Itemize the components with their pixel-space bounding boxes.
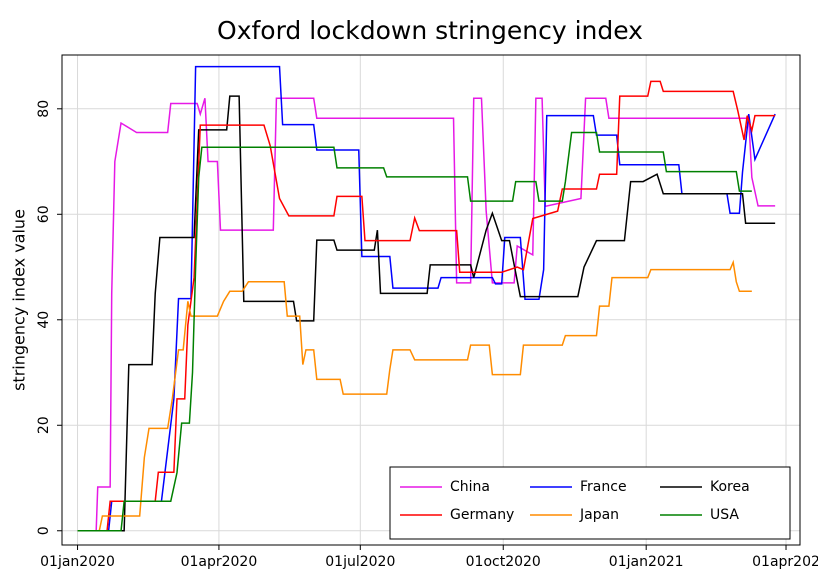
legend-label: Korea bbox=[710, 479, 750, 495]
series-line bbox=[77, 97, 776, 532]
series-line bbox=[77, 259, 752, 532]
y-tick-label: 80 bbox=[36, 100, 52, 118]
y-tick-label: 20 bbox=[36, 416, 52, 434]
legend-label: USA bbox=[710, 507, 739, 523]
x-tick-label: 01jan2021 bbox=[609, 554, 684, 570]
plot-frame bbox=[61, 54, 801, 546]
legend-box bbox=[389, 466, 791, 540]
x-tick-label: 01jan2020 bbox=[40, 554, 115, 570]
y-axis-label: stringency index value bbox=[10, 209, 29, 391]
legend-label: Germany bbox=[450, 507, 514, 523]
y-tick-label: 40 bbox=[36, 311, 52, 329]
legend: China France Korea Germany Japan USA bbox=[389, 466, 791, 540]
legend-label: France bbox=[580, 479, 627, 495]
x-tick-label: 01jul2020 bbox=[325, 554, 395, 570]
legend-label: China bbox=[450, 479, 490, 495]
y-tick-label: 0 bbox=[36, 526, 52, 535]
chart-title: Oxford lockdown stringency index bbox=[217, 16, 643, 45]
series-line bbox=[77, 80, 776, 532]
y-tick-label: 60 bbox=[36, 205, 52, 223]
x-tick-label: 01apr2020 bbox=[181, 554, 258, 570]
x-tick-label: 01apr202 bbox=[752, 554, 818, 570]
series-line bbox=[77, 131, 752, 532]
x-tick-label: 01oct2020 bbox=[466, 554, 541, 570]
legend-label: Japan bbox=[579, 507, 619, 523]
series-line bbox=[77, 65, 776, 532]
series-line bbox=[77, 95, 776, 532]
